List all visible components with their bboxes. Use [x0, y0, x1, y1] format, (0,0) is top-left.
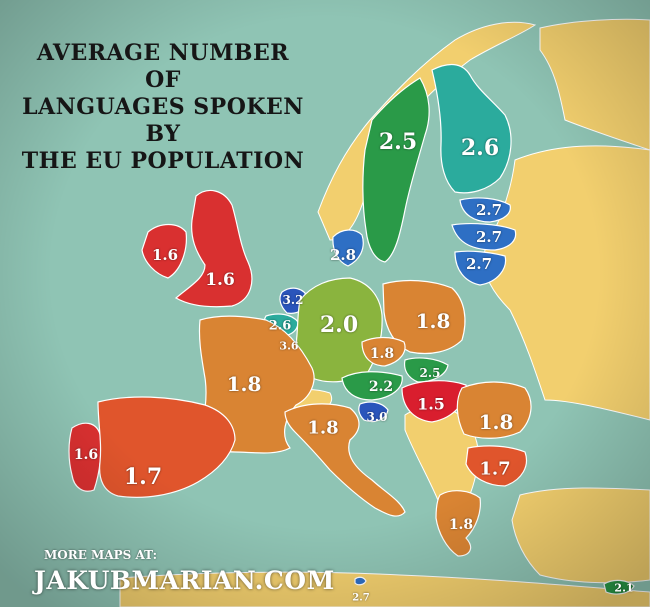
- value-label-bulgaria: 1.7: [479, 458, 511, 480]
- site-link[interactable]: JAKUBMARIAN.COM: [34, 566, 335, 595]
- value-label-germany: 2.0: [319, 312, 359, 338]
- value-label-romania: 1.8: [478, 410, 514, 434]
- value-label-luxembourg: 3.6: [279, 339, 299, 353]
- title-line: LANGUAGES SPOKEN BY: [22, 94, 304, 147]
- map-title: AVERAGE NUMBER OF LANGUAGES SPOKEN BY TH…: [18, 40, 308, 175]
- value-label-lithuania: 2.7: [465, 255, 493, 273]
- value-label-poland: 1.8: [415, 309, 451, 333]
- more-maps-text: MORE MAPS AT:: [44, 548, 158, 562]
- value-label-france: 1.8: [226, 372, 262, 396]
- value-label-hungary: 1.5: [417, 394, 445, 414]
- value-label-sweden: 2.5: [378, 129, 418, 155]
- value-label-denmark: 2.8: [329, 246, 357, 264]
- value-label-finland: 2.6: [460, 135, 500, 161]
- value-label-slovakia: 2.5: [419, 366, 441, 380]
- value-label-italy: 1.8: [307, 417, 339, 439]
- value-label-united-kingdom: 1.6: [205, 270, 235, 290]
- value-label-spain: 1.7: [123, 464, 163, 490]
- value-label-estonia: 2.7: [475, 201, 503, 219]
- title-line: THE EU POPULATION: [21, 148, 305, 174]
- value-label-malta: 2.7: [352, 592, 370, 604]
- value-label-slovenia: 3.0: [366, 410, 388, 424]
- value-label-latvia: 2.7: [475, 228, 503, 246]
- value-label-belgium: 2.6: [268, 318, 292, 334]
- value-label-netherlands: 3.2: [282, 293, 304, 307]
- value-label-greece: 1.8: [448, 517, 474, 533]
- value-label-portugal: 1.6: [73, 447, 99, 463]
- value-label-cyprus: 2.1: [614, 581, 634, 595]
- value-label-austria: 2.2: [368, 379, 394, 395]
- title-line: AVERAGE NUMBER OF: [36, 40, 290, 93]
- value-label-ireland: 1.6: [151, 246, 179, 264]
- value-label-czech-republic: 1.8: [369, 346, 395, 362]
